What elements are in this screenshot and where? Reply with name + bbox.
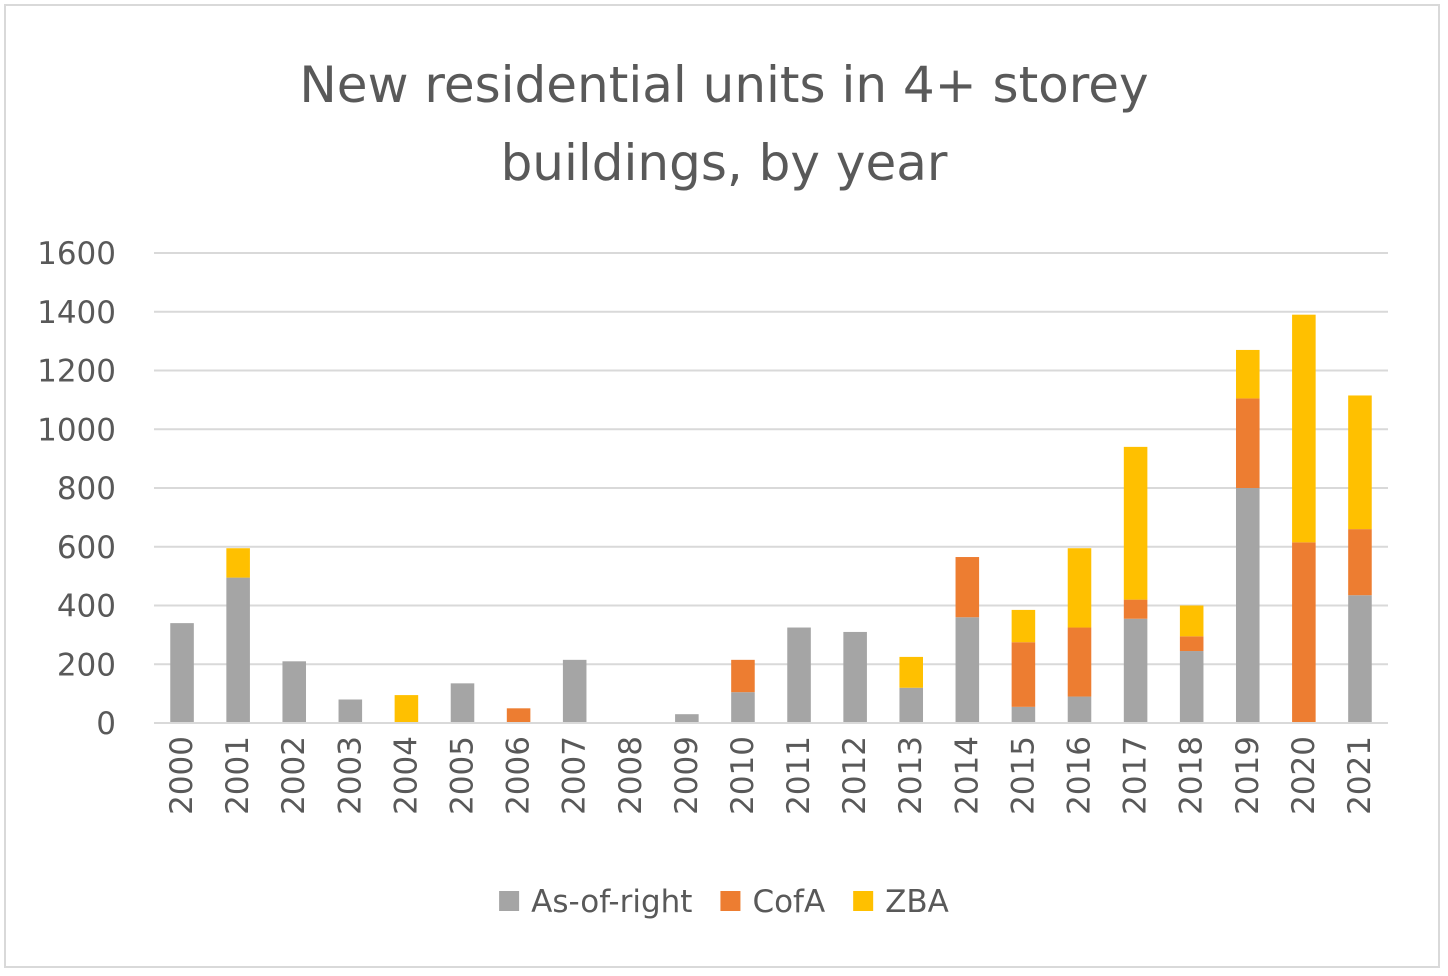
x-tick-label: 2014 (949, 736, 985, 815)
bar-as-of-right-2021 (1348, 595, 1372, 723)
bar-zba-2013 (899, 656, 924, 688)
bars (170, 314, 1372, 723)
x-tick-label: 2016 (1062, 736, 1098, 815)
x-tick-label: 2017 (1118, 736, 1154, 815)
bar-as-of-right-2014 (955, 617, 980, 723)
x-tick-label: 2009 (669, 736, 705, 815)
bar-cofa-2019 (1235, 398, 1260, 488)
bar-zba-2021 (1348, 395, 1372, 530)
bar-cofa-2020 (1292, 542, 1316, 723)
y-tick-label: 1400 (37, 295, 116, 331)
bar-as-of-right-2018 (1179, 651, 1204, 723)
bar-cofa-2015 (1011, 642, 1036, 707)
y-tick-label: 1000 (37, 412, 116, 448)
chart-title: New residential units in 4+ storey build… (299, 56, 1149, 192)
bar-as-of-right-2017 (1123, 618, 1148, 723)
bar-as-of-right-2012 (843, 631, 867, 723)
bar-zba-2020 (1292, 314, 1316, 543)
x-tick-label: 2005 (445, 736, 481, 815)
bar-zba-2015 (1011, 609, 1036, 643)
y-tick-label: 800 (57, 471, 116, 507)
bar-as-of-right-2013 (899, 687, 924, 723)
x-tick-label: 2002 (276, 736, 312, 815)
y-tick-label: 1600 (37, 236, 116, 272)
bar-as-of-right-2010 (731, 692, 755, 723)
x-tick-label: 2015 (1005, 736, 1041, 815)
x-tick-label: 2018 (1174, 736, 1210, 815)
bar-as-of-right-2007 (562, 659, 587, 723)
bar-cofa-2018 (1179, 636, 1204, 652)
bar-as-of-right-2000 (170, 623, 194, 723)
x-tick-label: 2003 (332, 736, 368, 815)
bar-as-of-right-2015 (1011, 706, 1036, 723)
x-axis-ticks: 2000 2001 2002 2003 2004 2005 2006 2007 2008 2009… (164, 736, 1378, 815)
bar-as-of-right-2009 (675, 714, 699, 723)
x-tick-label: 2001 (220, 736, 256, 815)
legend-swatch-zba (853, 891, 874, 911)
bar-zba-2017 (1123, 446, 1148, 600)
bar-zba-2016 (1067, 548, 1092, 628)
bar-as-of-right-2001 (226, 577, 250, 723)
x-tick-label: 2006 (501, 736, 537, 815)
bar-as-of-right-2019 (1235, 488, 1260, 723)
y-tick-label: 400 (57, 589, 116, 625)
x-tick-label: 2019 (1230, 736, 1266, 815)
bar-zba-2018 (1179, 605, 1204, 637)
y-tick-label: 600 (57, 530, 116, 566)
y-tick-label: 0 (96, 706, 116, 742)
bar-cofa-2014 (955, 557, 980, 618)
bar-as-of-right-2005 (450, 683, 475, 723)
legend-label-cofa: CofA (752, 884, 825, 920)
x-tick-label: 2000 (164, 736, 200, 815)
legend: As-of-right CofA ZBA (499, 884, 949, 920)
bar-zba-2019 (1235, 349, 1260, 399)
bar-as-of-right-2002 (282, 661, 307, 723)
bar-cofa-2017 (1123, 599, 1148, 619)
bar-cofa-2010 (731, 659, 755, 693)
x-tick-label: 2004 (388, 736, 424, 815)
bar-zba-2001 (226, 548, 250, 578)
y-tick-label: 200 (57, 647, 116, 683)
x-tick-label: 2011 (781, 736, 817, 815)
x-tick-label: 2010 (725, 736, 761, 815)
bar-cofa-2016 (1067, 627, 1092, 697)
x-tick-label: 2012 (837, 736, 873, 815)
bar-as-of-right-2011 (787, 627, 811, 723)
bar-as-of-right-2016 (1067, 696, 1092, 723)
bar-cofa-2006 (506, 708, 531, 723)
legend-swatch-as-of-right (499, 891, 520, 911)
x-tick-label: 2007 (557, 736, 593, 815)
x-tick-label: 2013 (893, 736, 929, 815)
y-axis-ticks: 0 200 400 600 800 1000 1200 1400 1600 (37, 236, 116, 742)
bar-zba-2004 (394, 695, 419, 723)
x-tick-label: 2021 (1342, 736, 1378, 815)
bar-cofa-2021 (1348, 529, 1372, 596)
legend-label-as-of-right: As-of-right (531, 884, 692, 920)
x-tick-label: 2020 (1286, 736, 1322, 815)
chart-frame (4, 4, 1440, 968)
x-tick-label: 2008 (613, 736, 649, 815)
bar-as-of-right-2003 (338, 699, 363, 723)
legend-swatch-cofa (720, 891, 741, 911)
legend-label-zba: ZBA (885, 884, 949, 920)
gridlines (154, 252, 1388, 666)
y-tick-label: 1200 (37, 354, 116, 390)
